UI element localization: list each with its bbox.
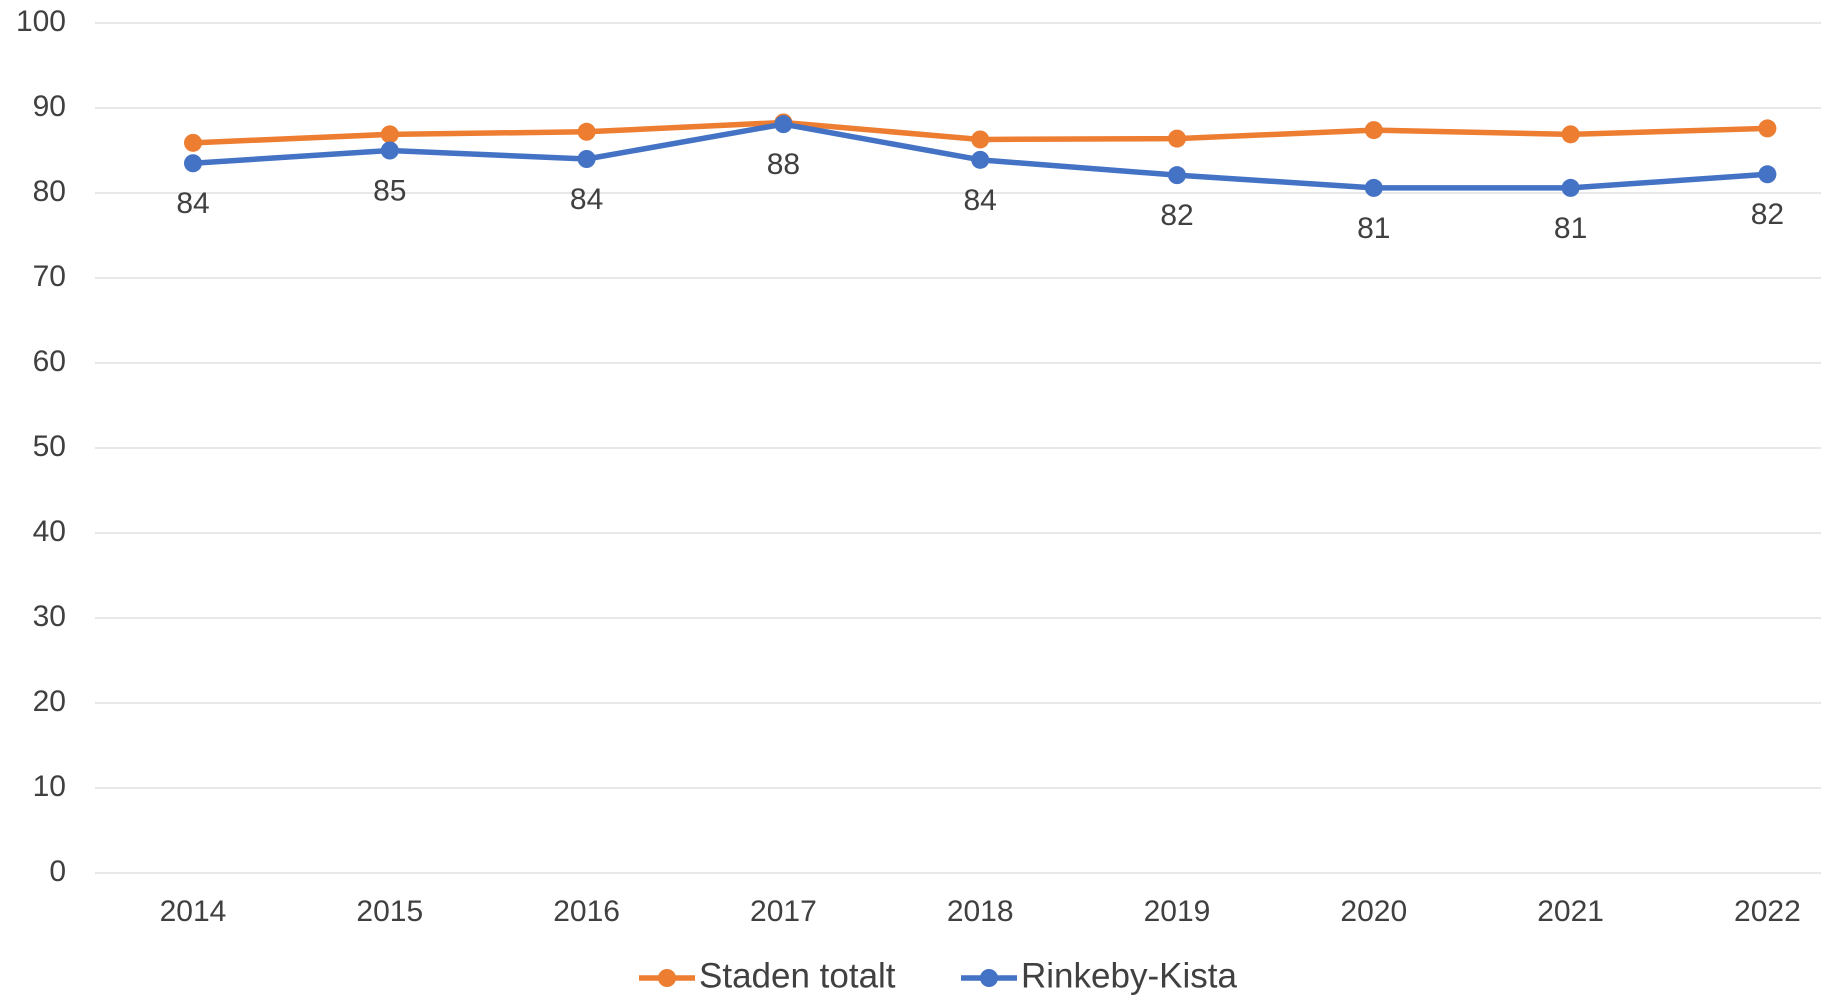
y-tick-label: 60 (33, 345, 66, 378)
x-tick-label: 2022 (1734, 895, 1801, 928)
legend-marker (658, 969, 676, 987)
data-point (577, 150, 596, 168)
data-point (577, 122, 596, 141)
data-point (1168, 129, 1186, 148)
y-tick-label: 0 (49, 855, 66, 888)
x-tick-label: 2019 (1144, 895, 1211, 928)
data-point (184, 133, 202, 152)
x-tick-label: 2021 (1537, 895, 1604, 928)
data-point (1561, 125, 1580, 144)
x-tick-label: 2017 (750, 895, 817, 928)
y-tick-label: 80 (33, 175, 66, 208)
data-label: 85 (373, 174, 406, 207)
y-tick-label: 50 (33, 430, 66, 463)
data-point (380, 125, 399, 144)
data-label: 81 (1554, 212, 1587, 245)
x-tick-label: 2018 (947, 895, 1014, 928)
data-label: 84 (176, 187, 209, 220)
data-label: 82 (1751, 198, 1784, 231)
data-point (1758, 165, 1777, 184)
data-label: 88 (767, 148, 800, 181)
y-tick-label: 10 (33, 770, 66, 803)
y-tick-label: 40 (33, 515, 66, 548)
data-point (774, 115, 793, 134)
y-tick-label: 100 (16, 5, 66, 38)
x-tick-label: 2014 (160, 895, 227, 928)
data-point (184, 154, 202, 173)
legend-label: Rinkeby-Kista (1021, 956, 1237, 995)
data-label: 84 (964, 184, 997, 217)
data-point (1561, 178, 1580, 197)
x-tick-label: 2016 (553, 895, 620, 928)
legend-label: Staden totalt (699, 956, 896, 995)
data-point (971, 150, 990, 169)
data-point (1168, 166, 1186, 185)
legend-marker (980, 969, 998, 987)
x-tick-label: 2020 (1340, 895, 1407, 928)
y-tick-label: 90 (33, 90, 66, 123)
y-tick-label: 30 (33, 600, 66, 633)
data-point (1364, 121, 1383, 140)
data-label: 81 (1357, 212, 1390, 245)
data-point (971, 130, 990, 149)
data-point (380, 141, 399, 160)
y-tick-label: 20 (33, 685, 66, 718)
x-tick-label: 2015 (356, 895, 423, 928)
data-point (1758, 119, 1777, 138)
data-point (1364, 178, 1383, 197)
y-tick-label: 70 (33, 260, 66, 293)
data-label: 82 (1160, 199, 1193, 232)
data-label: 84 (570, 183, 603, 216)
